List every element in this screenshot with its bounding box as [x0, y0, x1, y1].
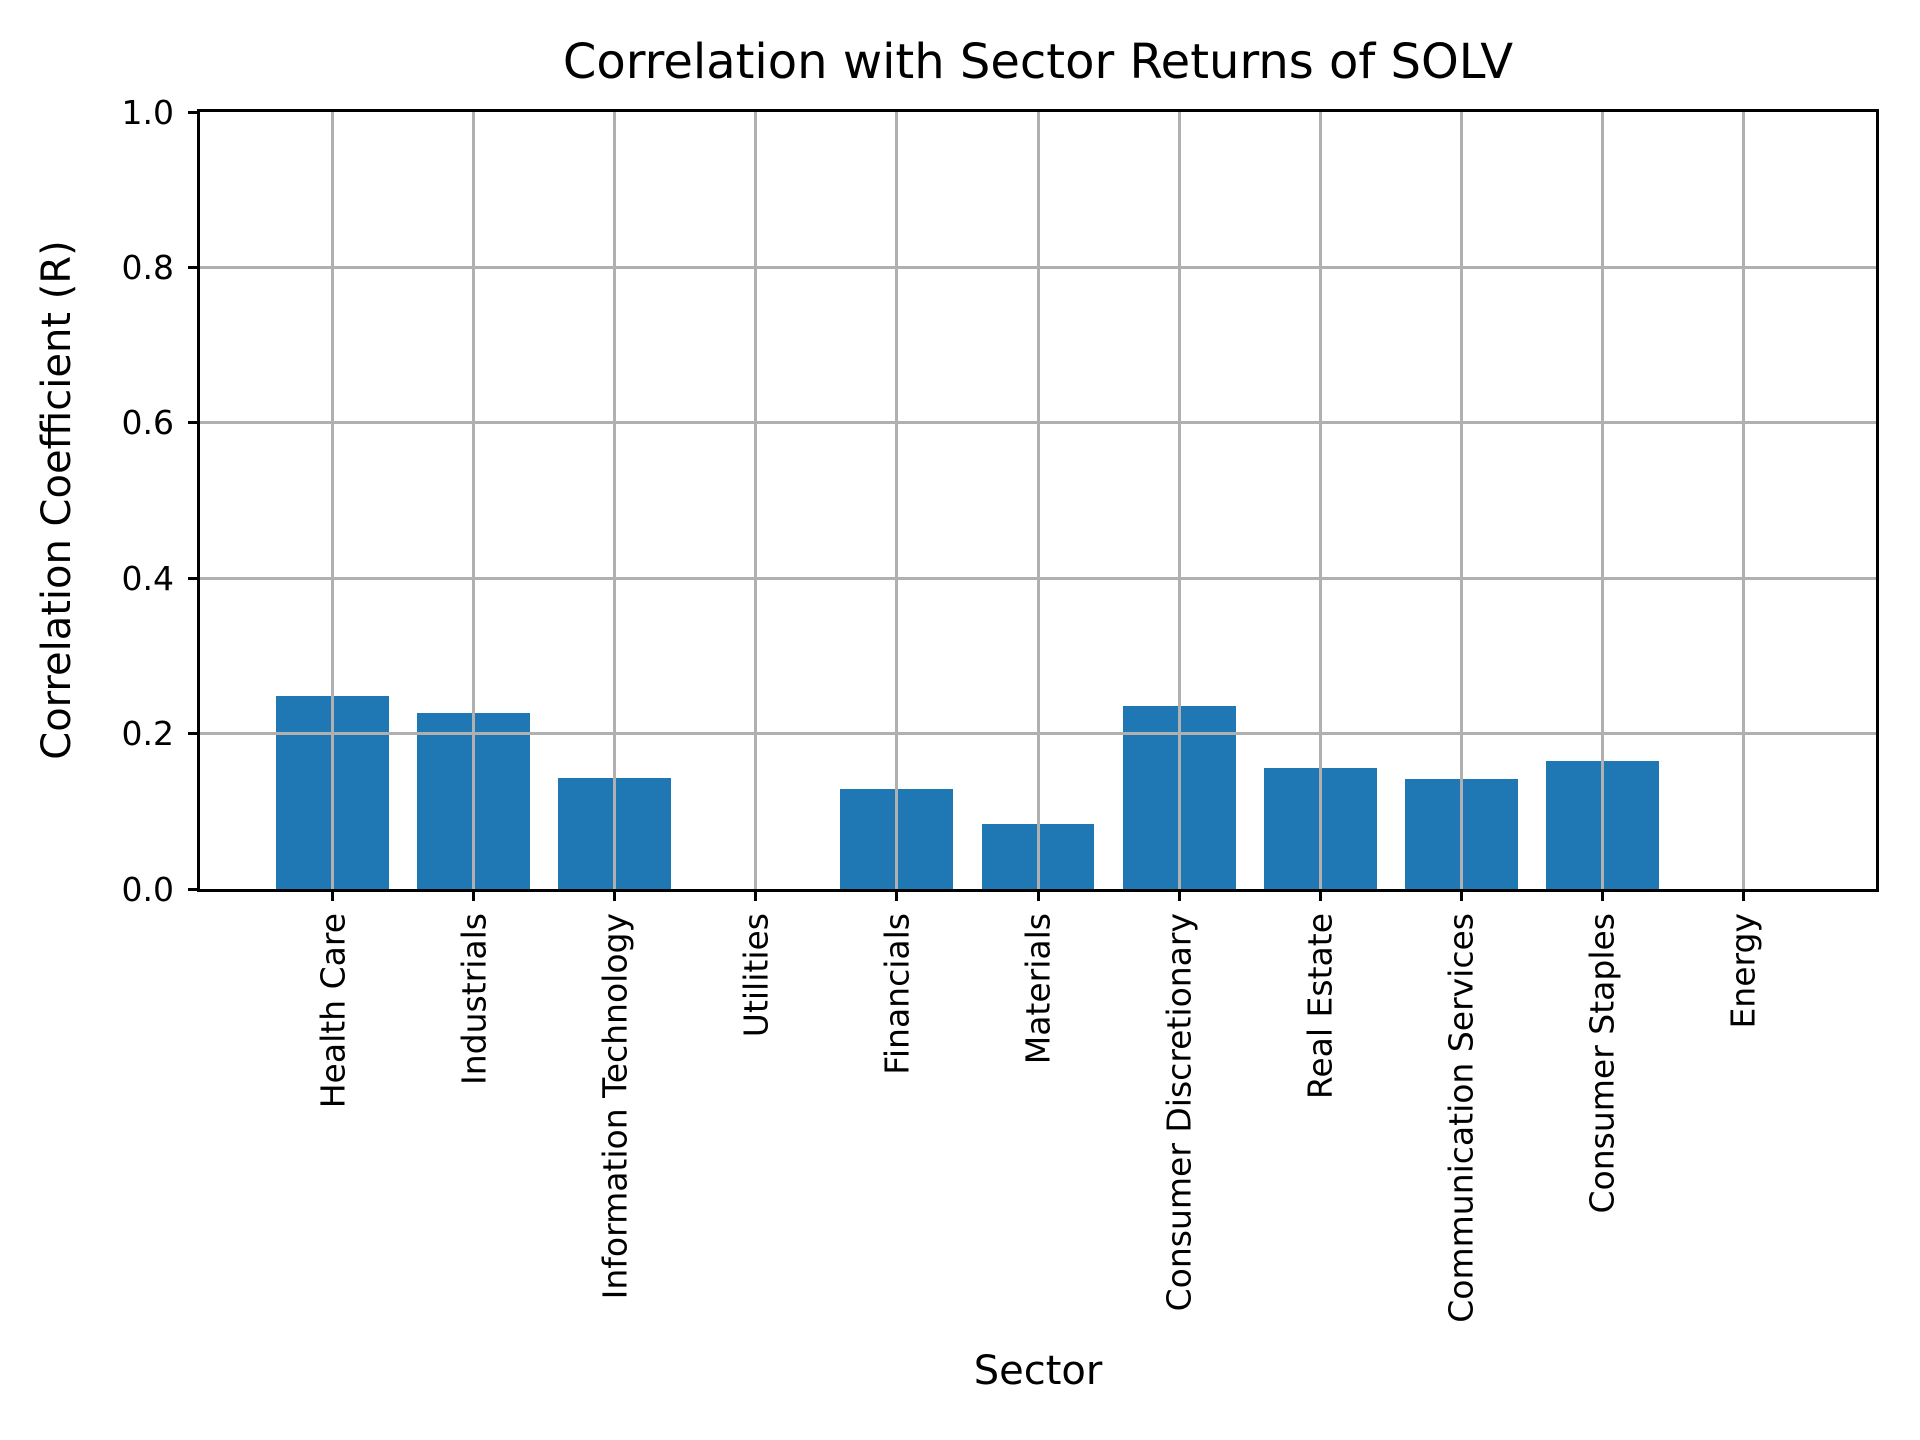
- x-tick-mark: [472, 889, 476, 901]
- y-tick-label: 1.0: [121, 92, 174, 132]
- y-tick-label: 0.4: [121, 558, 174, 598]
- v-gridline: [331, 112, 335, 889]
- x-tick-label: Information Technology: [595, 913, 635, 1300]
- x-tick-label: Real Estate: [1300, 913, 1340, 1100]
- y-axis-label: Correlation Coefficient (R): [34, 240, 80, 760]
- x-tick-label: Health Care: [313, 913, 353, 1109]
- x-tick-mark: [1741, 889, 1745, 901]
- y-tick-mark: [188, 421, 200, 425]
- chart-title: Correlation with Sector Returns of SOLV: [562, 34, 1514, 90]
- y-tick-label: 0.8: [121, 247, 174, 287]
- y-tick-label: 0.6: [121, 403, 174, 443]
- y-tick-mark: [188, 110, 200, 114]
- v-gridline: [1177, 112, 1181, 889]
- x-tick-mark: [1036, 889, 1040, 901]
- x-axis-label: Sector: [973, 1348, 1103, 1394]
- x-tick-mark: [895, 889, 899, 901]
- y-tick-mark: [188, 265, 200, 269]
- x-tick-label: Communication Services: [1441, 913, 1481, 1323]
- x-tick-mark: [1318, 889, 1322, 901]
- v-gridline: [472, 112, 476, 889]
- x-tick-label: Industrials: [454, 913, 494, 1085]
- x-tick-label: Materials: [1018, 913, 1058, 1065]
- x-tick-mark: [1177, 889, 1181, 901]
- v-gridline: [1741, 112, 1745, 889]
- v-gridline: [1459, 112, 1463, 889]
- x-tick-mark: [1600, 889, 1604, 901]
- y-tick-label: 0.2: [121, 714, 174, 754]
- y-tick-mark: [188, 576, 200, 580]
- v-gridline: [754, 112, 758, 889]
- x-tick-label: Financials: [877, 913, 917, 1075]
- y-tick-label: 0.0: [121, 869, 174, 909]
- y-tick-mark: [188, 887, 200, 891]
- x-tick-mark: [1459, 889, 1463, 901]
- v-gridline: [1600, 112, 1604, 889]
- v-gridline: [1318, 112, 1322, 889]
- plot-inner: [200, 112, 1876, 889]
- x-tick-label: Energy: [1723, 913, 1763, 1029]
- x-tick-mark: [331, 889, 335, 901]
- x-tick-mark: [613, 889, 617, 901]
- v-gridline: [895, 112, 899, 889]
- plot-area: [197, 109, 1879, 892]
- x-tick-mark: [754, 889, 758, 901]
- y-tick-mark: [188, 732, 200, 736]
- x-tick-label: Utilities: [736, 913, 776, 1038]
- x-tick-label: Consumer Discretionary: [1159, 913, 1199, 1312]
- v-gridline: [1036, 112, 1040, 889]
- x-tick-label: Consumer Staples: [1582, 913, 1622, 1214]
- v-gridline: [613, 112, 617, 889]
